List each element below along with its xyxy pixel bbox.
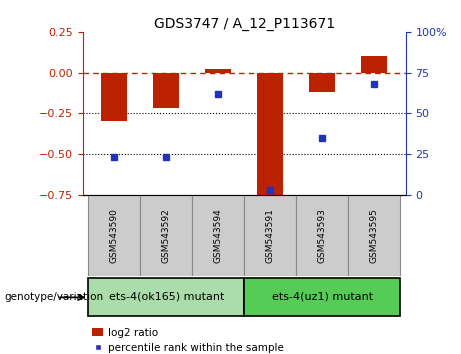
Bar [349, 195, 401, 276]
Bar [101, 73, 127, 121]
Bar [309, 73, 336, 92]
Text: genotype/variation: genotype/variation [5, 292, 104, 302]
Text: ets-4(ok165) mutant: ets-4(ok165) mutant [109, 291, 224, 302]
Text: GSM543591: GSM543591 [266, 208, 275, 263]
Text: GSM543594: GSM543594 [214, 208, 223, 263]
Bar [88, 195, 140, 276]
Bar [244, 278, 401, 316]
Text: GSM543595: GSM543595 [370, 208, 379, 263]
Text: ets-4(uz1) mutant: ets-4(uz1) mutant [272, 291, 373, 302]
Legend: log2 ratio, percentile rank within the sample: log2 ratio, percentile rank within the s… [88, 324, 288, 354]
Bar [140, 195, 192, 276]
Bar [244, 195, 296, 276]
Text: GSM543590: GSM543590 [110, 208, 119, 263]
Text: GSM543592: GSM543592 [162, 208, 171, 263]
Bar [153, 73, 179, 108]
Text: GSM543593: GSM543593 [318, 208, 327, 263]
Bar [205, 69, 231, 73]
Bar [192, 195, 244, 276]
Bar [361, 56, 387, 73]
Bar [88, 278, 244, 316]
Bar [257, 73, 284, 195]
Bar [296, 195, 349, 276]
Title: GDS3747 / A_12_P113671: GDS3747 / A_12_P113671 [154, 17, 335, 31]
